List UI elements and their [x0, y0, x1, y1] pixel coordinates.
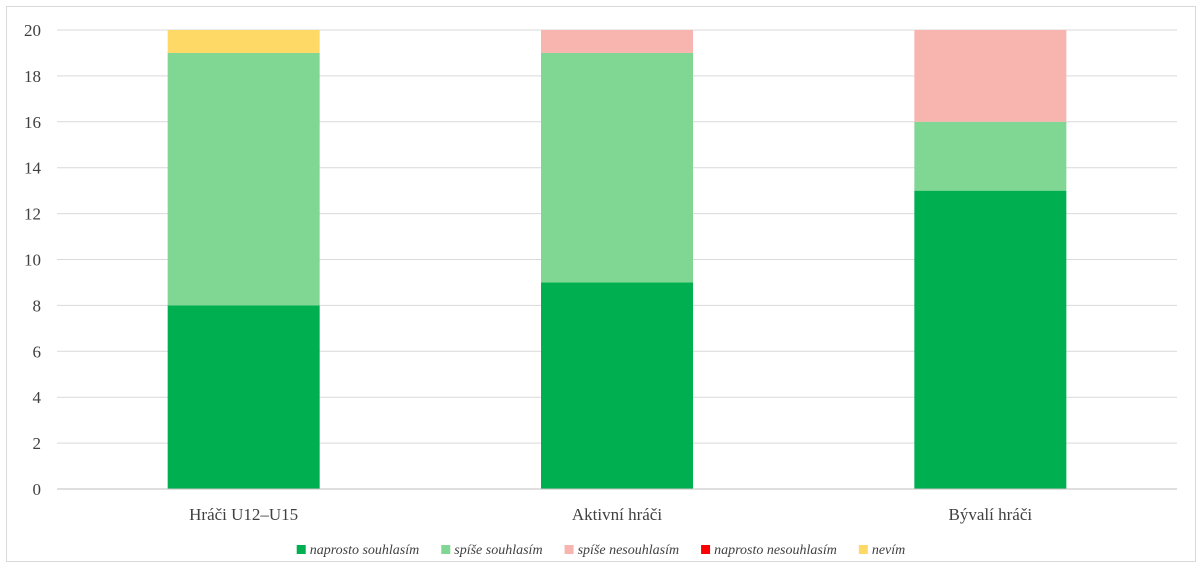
legend-swatch-naprosto-souhlasim [296, 545, 306, 554]
bar-byvali-hraci-spise-souhlasim [914, 121, 1067, 191]
legend-swatch-spise-nesouhlasim [564, 545, 574, 554]
bar-byvali-hraci-spise-nesouhlasim [914, 30, 1067, 122]
y-tick-label-20: 20 [24, 21, 41, 40]
x-category-label-hraci-u12-u15: Hráči U12–U15 [189, 505, 298, 524]
legend-label-spise-souhlasim: spíše souhlasím [454, 543, 542, 558]
y-tick-label-6: 6 [33, 342, 42, 361]
y-tick-label-16: 16 [24, 113, 41, 132]
legend-label-nevim: nevím [872, 543, 905, 558]
bars [167, 30, 1067, 489]
legend-label-naprosto-souhlasim: naprosto souhlasím [310, 543, 420, 558]
bar-hraci-u12-u15-nevim [167, 30, 320, 53]
y-tick-label-12: 12 [24, 205, 41, 224]
category-labels: Hráči U12–U15 Aktivní hráči Bývalí hráči [189, 505, 1032, 524]
y-tick-label-14: 14 [24, 159, 42, 178]
y-tick-label-8: 8 [33, 296, 42, 315]
legend-swatch-naprosto-nesouhlasim [701, 545, 711, 554]
legend-item-naprosto-nesouhlasim: naprosto nesouhlasím [701, 543, 837, 558]
y-tick-label-2: 2 [33, 434, 42, 453]
bar-aktivni-hraci-spise-nesouhlasim [541, 30, 693, 53]
legend-item-spise-souhlasim: spíše souhlasím [441, 543, 543, 558]
legend-item-nevim: nevím [858, 543, 905, 558]
x-category-label-aktivni-hraci: Aktivní hráči [572, 505, 662, 524]
legend-item-naprosto-souhlasim: naprosto souhlasím [296, 543, 420, 558]
legend: naprosto souhlasím spíše souhlasím spíše n… [296, 543, 905, 558]
legend-label-spise-nesouhlasim: spíše nesouhlasím [578, 543, 680, 558]
y-tick-label-10: 10 [24, 251, 41, 270]
y-axis-tick-labels: 0 2 4 6 8 10 12 14 16 18 20 [24, 21, 42, 499]
bar-aktivni-hraci-naprosto-souhlasim [541, 282, 693, 489]
bar-aktivni-hraci-spise-souhlasim [541, 52, 693, 283]
legend-item-spise-nesouhlasim: spíše nesouhlasím [564, 543, 680, 558]
y-tick-label-18: 18 [24, 67, 41, 86]
bar-hraci-u12-u15-naprosto-souhlasim [167, 305, 320, 489]
y-tick-label-0: 0 [33, 480, 42, 499]
legend-label-naprosto-nesouhlasim: naprosto nesouhlasím [714, 543, 837, 558]
legend-swatch-nevim [858, 545, 868, 554]
x-category-label-byvali-hraci: Bývalí hráči [949, 505, 1033, 524]
legend-swatch-spise-souhlasim [441, 545, 451, 554]
bar-hraci-u12-u15-spise-souhlasim [167, 52, 320, 306]
y-tick-label-4: 4 [33, 388, 42, 407]
bar-byvali-hraci-naprosto-souhlasim [914, 190, 1067, 489]
